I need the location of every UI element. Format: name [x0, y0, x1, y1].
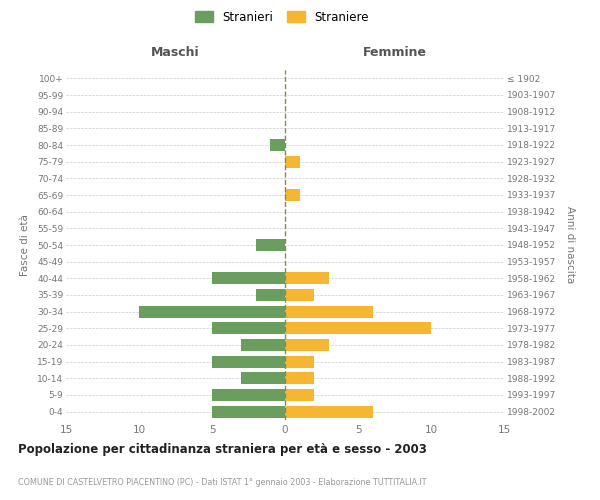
Bar — [285, 306, 373, 318]
Bar — [285, 406, 373, 417]
Bar — [212, 322, 285, 334]
Bar — [285, 339, 329, 351]
Bar — [285, 389, 314, 401]
Bar — [212, 356, 285, 368]
Text: Femmine: Femmine — [362, 46, 427, 59]
Bar — [139, 306, 285, 318]
Bar — [285, 372, 314, 384]
Bar — [285, 189, 299, 201]
Bar — [285, 322, 431, 334]
Text: Popolazione per cittadinanza straniera per età e sesso - 2003: Popolazione per cittadinanza straniera p… — [18, 442, 427, 456]
Bar — [285, 156, 299, 168]
Bar — [285, 272, 329, 284]
Text: COMUNE DI CASTELVETRO PIACENTINO (PC) - Dati ISTAT 1° gennaio 2003 - Elaborazion: COMUNE DI CASTELVETRO PIACENTINO (PC) - … — [18, 478, 427, 487]
Bar — [212, 272, 285, 284]
Text: Maschi: Maschi — [151, 46, 200, 59]
Bar — [241, 372, 285, 384]
Bar — [271, 139, 285, 151]
Bar — [212, 389, 285, 401]
Bar — [256, 289, 285, 301]
Bar — [212, 406, 285, 417]
Bar — [241, 339, 285, 351]
Y-axis label: Fasce di età: Fasce di età — [20, 214, 30, 276]
Y-axis label: Anni di nascita: Anni di nascita — [565, 206, 575, 284]
Bar — [285, 356, 314, 368]
Legend: Stranieri, Straniere: Stranieri, Straniere — [190, 6, 374, 28]
Bar — [285, 289, 314, 301]
Bar — [256, 239, 285, 251]
